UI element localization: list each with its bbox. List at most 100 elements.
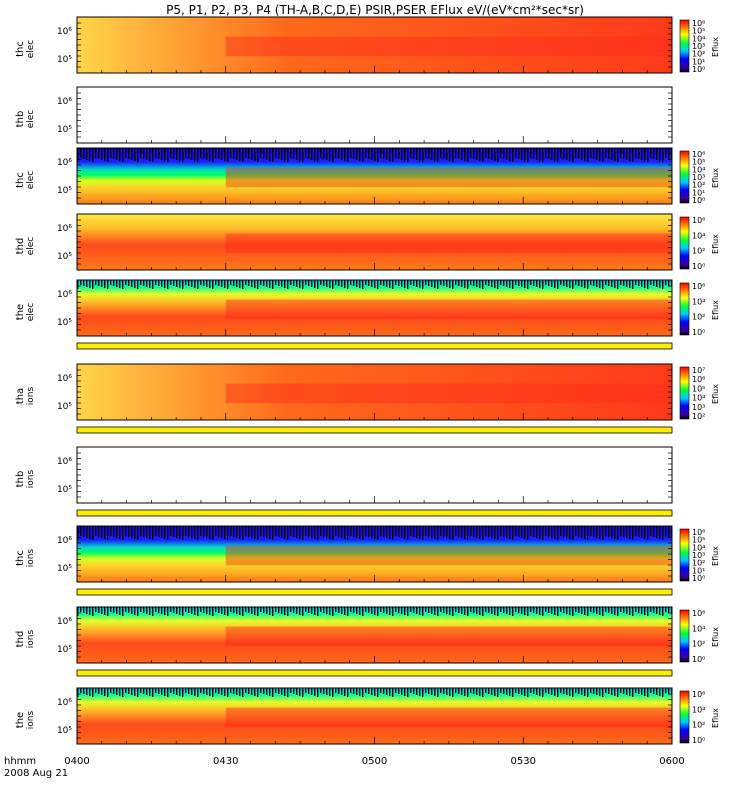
noise-line (566, 607, 568, 614)
noise-line (155, 526, 157, 536)
noise-line (410, 148, 412, 158)
noise-line (365, 148, 367, 158)
noise-line (578, 148, 580, 159)
noise-line (296, 526, 298, 538)
noise-line (572, 280, 574, 289)
noise-line (476, 148, 478, 160)
noise-line (557, 148, 559, 162)
noise-line (182, 148, 184, 162)
noise-line (470, 280, 472, 285)
noise-line (443, 280, 445, 286)
noise-line (266, 526, 268, 538)
noise-line (353, 607, 355, 613)
noise-line (326, 280, 328, 287)
noise-line (521, 526, 523, 538)
noise-line (374, 148, 376, 161)
noise-line (482, 526, 484, 540)
noise-line (566, 280, 568, 287)
noise-line (563, 526, 565, 537)
noise-line (344, 280, 346, 288)
noise-line (641, 148, 643, 160)
noise-line (203, 526, 205, 537)
noise-line (86, 148, 88, 160)
noise-line (125, 607, 127, 612)
y-tick-label: 10⁵ (57, 485, 72, 495)
noise-line (332, 280, 334, 289)
noise-line (164, 607, 166, 615)
noise-line (635, 526, 637, 536)
noise-line (98, 607, 100, 613)
noise-line (323, 607, 325, 613)
colorbar-tick-label: 10⁵ (692, 27, 705, 36)
noise-line (509, 280, 511, 288)
noise-line (233, 526, 235, 537)
noise-line (86, 526, 88, 538)
noise-line (416, 526, 418, 538)
noise-line (269, 526, 271, 539)
noise-line (80, 526, 82, 536)
noise-line (419, 688, 421, 696)
noise-line (287, 526, 289, 540)
noise-line (98, 526, 100, 537)
noise-line (515, 607, 517, 612)
noise-line (158, 526, 160, 537)
separator-bar (76, 588, 673, 596)
noise-line (536, 148, 538, 160)
noise-line (632, 526, 634, 540)
noise-line (542, 148, 544, 162)
panel-probe-label: thd (15, 631, 26, 648)
noise-line (173, 688, 175, 694)
noise-line (392, 280, 394, 289)
noise-line (590, 526, 592, 536)
noise-line (431, 526, 433, 538)
y-tick-label: 10⁶ (57, 224, 72, 234)
noise-line (404, 280, 406, 288)
noise-line (659, 526, 661, 539)
noise-line (353, 280, 355, 286)
noise-line (275, 148, 277, 158)
noise-line (443, 148, 445, 159)
noise-line (305, 688, 307, 693)
noise-line (443, 607, 445, 613)
noise-line (506, 280, 508, 287)
noise-line (353, 688, 355, 694)
noise-line (143, 280, 145, 286)
spectrogram-panel-thd-elec: 10⁶ 10⁵ thd elec 10⁶ 10⁴ 10² 10⁰ Eflux (15, 213, 720, 271)
noise-line (263, 148, 265, 159)
noise-line (185, 607, 187, 612)
spectrogram-core-band (225, 36, 672, 57)
noise-line (206, 526, 208, 538)
colorbar-tick-label: 10² (692, 181, 705, 190)
noise-line (488, 280, 490, 286)
noise-line (662, 280, 664, 289)
noise-line (164, 280, 166, 288)
noise-line (314, 526, 316, 539)
noise-line (365, 526, 367, 536)
colorbar-label: Eflux (711, 168, 720, 188)
noise-line (326, 526, 328, 538)
noise-line (359, 607, 361, 615)
noise-line (203, 148, 205, 159)
noise-line (362, 280, 364, 289)
noise-line (122, 607, 124, 616)
noise-line (350, 148, 352, 158)
noise-line (284, 526, 286, 539)
colorbar-tick-label: 10⁶ (692, 282, 705, 291)
noise-line (251, 526, 253, 538)
colorbar-tick-label: 10² (692, 640, 705, 649)
noise-line (206, 688, 208, 695)
noise-line (386, 607, 388, 614)
noise-line (86, 607, 88, 614)
noise-line (329, 607, 331, 615)
noise-line (527, 607, 529, 616)
noise-line (125, 688, 127, 693)
noise-strip (77, 607, 673, 616)
noise-line (92, 148, 94, 162)
y-tick-label: 10⁵ (57, 318, 72, 328)
noise-line (248, 280, 250, 286)
noise-line (596, 526, 598, 538)
noise-line (185, 280, 187, 285)
noise-line (80, 607, 82, 612)
noise-line (563, 280, 565, 286)
